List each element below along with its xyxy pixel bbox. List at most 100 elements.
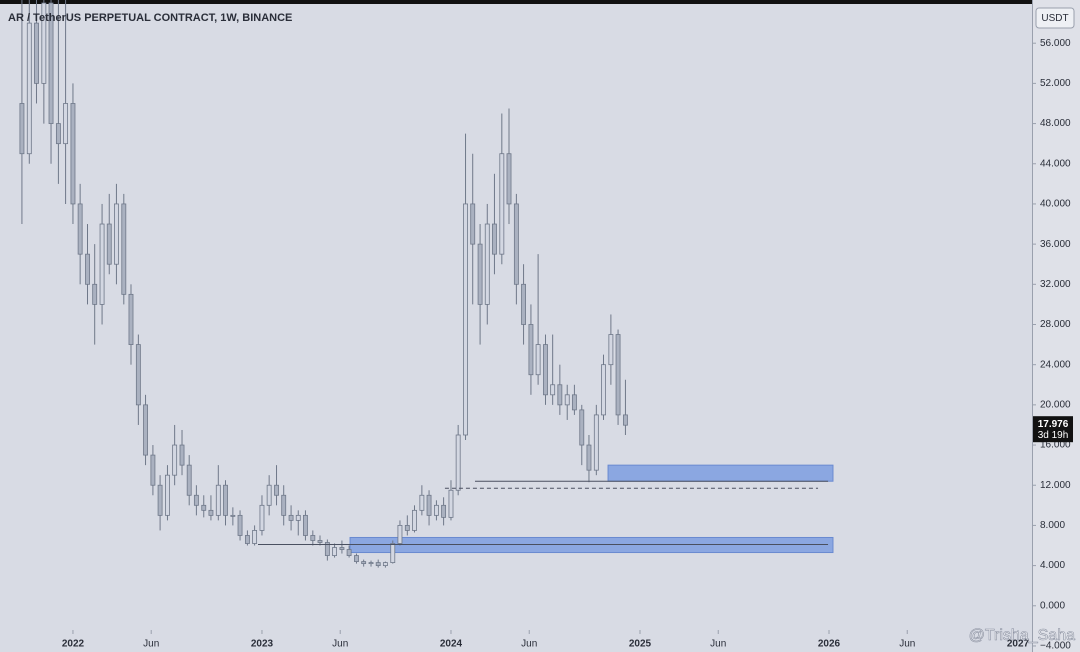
candle-body [150,454,156,486]
plot-area [19,0,834,568]
x-tick-label: Jun [143,639,159,650]
candle-body [463,203,468,436]
candle-body [288,514,294,521]
candle-body [208,509,214,516]
zone [349,536,834,554]
candle-body [85,253,90,285]
candle-body [99,223,105,305]
candle-body [361,561,367,564]
candle-body [521,283,526,325]
x-tick-label: 2025 [629,639,652,650]
candle-body [26,22,32,155]
candle-body [223,484,228,516]
candle-body [354,555,359,562]
candle-body [601,364,606,416]
candle-body [346,549,352,556]
candle-body [543,344,548,396]
candle-body [455,434,461,491]
zone [607,464,834,482]
candle-body [55,123,61,145]
chart-title: AR / TetherUS PERPETUAL CONTRACT, 1W, BI… [8,12,292,24]
candle-body [128,293,134,345]
x-tick-label: Jun [332,639,348,650]
candle-body [332,547,337,556]
candle-body [295,514,301,521]
last-price: 17.976 [1038,419,1069,430]
watermark: @Trisha_Saha [969,627,1075,644]
candle-body [77,203,83,255]
candle-body [266,484,272,506]
candle-body [623,414,628,426]
x-tick-label: Jun [899,639,915,650]
candle-body [48,2,54,124]
x-tick-label: 2026 [818,639,841,650]
candle-body [186,464,192,496]
last-price-box [1033,416,1073,443]
candle-body [484,223,490,305]
x-tick-label: 2023 [251,639,274,650]
candle-body [615,334,621,416]
candle-body [390,543,396,563]
candle-body [492,223,497,255]
currency: USDT [1041,13,1068,24]
candle-body [19,103,25,155]
y-tick-label: 36.000 [1040,239,1071,250]
candle-body [143,404,148,456]
candle-body [274,484,279,496]
candle-body [252,530,258,544]
candle-body [513,203,519,285]
y-tick-label: 52.000 [1040,78,1071,89]
candle-body [586,444,592,471]
candle-body [499,153,505,255]
candle-body [165,474,170,516]
candle-body [528,324,534,376]
candle-body [441,504,447,518]
y-tick-label: 44.000 [1040,158,1071,169]
x-tick-label: 2022 [62,639,85,650]
candle-body [404,525,410,531]
candle-body [506,153,512,205]
candle-body [121,203,127,295]
top-bar [0,0,1032,4]
candle-body [375,562,381,567]
y-tick-label: 24.000 [1040,359,1071,370]
candle-body [63,103,69,145]
candle-body [281,494,287,516]
candle-body [259,504,265,531]
candle-body [193,494,199,506]
candle-body [157,484,163,516]
candle-body [41,2,47,84]
candle-body [419,494,425,511]
candle-body [448,489,454,518]
candle-body [477,243,483,305]
candle-body [215,484,221,516]
y-tick-label: 28.000 [1040,319,1071,330]
candle-body [470,203,476,245]
candle-body [114,203,119,265]
y-tick-label: 32.000 [1040,279,1071,290]
candle-body [92,283,98,305]
candle-body [230,514,236,517]
y-tick-label: 56.000 [1040,38,1071,49]
candle-body [412,509,417,531]
candle-body [579,409,585,446]
candle-body [550,384,556,396]
currency-box [1035,7,1075,29]
candle-body [135,344,141,406]
candle-body [608,334,614,366]
candle-body [303,514,308,536]
price-axis-panel [1032,0,1080,652]
candle-body [310,535,316,541]
candle-body [172,444,178,476]
candle-body [70,103,76,205]
candle-body [368,562,374,564]
countdown: 3d 19h [1038,430,1069,441]
candle-body [339,547,345,550]
candle-body [571,394,577,411]
candle-body [557,384,563,406]
candle-body [106,223,112,265]
candle-body [397,525,403,544]
candle-body [433,504,439,516]
